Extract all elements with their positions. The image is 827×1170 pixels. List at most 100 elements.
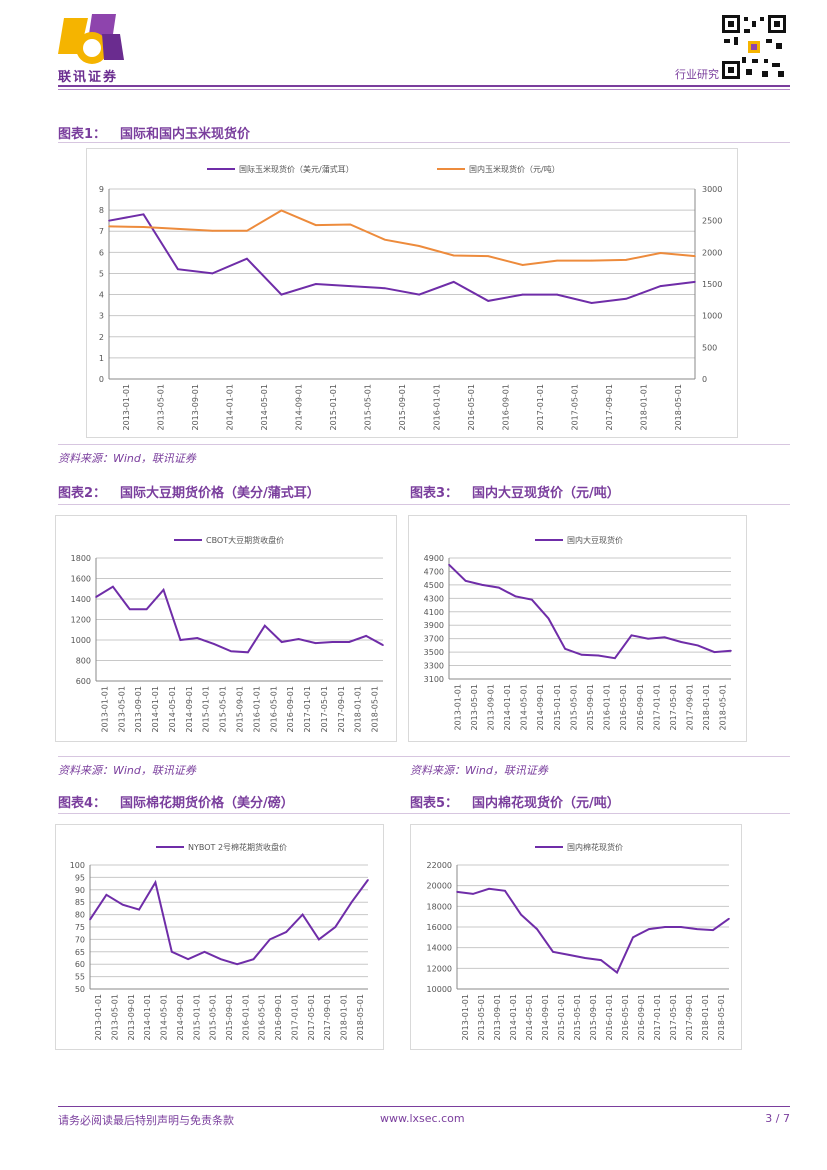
data-point [179, 639, 182, 641]
y-tick-label: 1 [99, 354, 104, 363]
y-tick-label: 9 [99, 185, 104, 194]
series-line [108, 213, 696, 305]
data-point [452, 281, 455, 283]
figure-5-title: 图表5： 国内棉花现货价（元/吨） [410, 796, 620, 811]
data-point [632, 936, 634, 939]
data-point [230, 650, 232, 653]
series-line [95, 585, 384, 654]
y-tick-label: 600 [76, 677, 91, 686]
figure-1-chart: 0 1 2 3 4 5 6 7 8 9 0 500 1000 1500 2000 2500 3000 2013-0… [86, 148, 738, 438]
data-point [301, 913, 304, 916]
x-tick-label: 2013-09-01 [493, 994, 502, 1041]
data-point [614, 657, 616, 659]
y-tick-label: 18000 [427, 902, 452, 911]
data-point [564, 647, 566, 650]
y-tick-label: 3900 [424, 621, 444, 630]
x-tick-label: 2015-09-01 [589, 994, 598, 1041]
x-tick-label: 2017-09-01 [685, 994, 694, 1041]
y-tick-label: 50 [75, 985, 85, 994]
data-point [177, 268, 179, 271]
x-tick-label: 2016-09-01 [274, 994, 283, 1041]
figure-1-rule-bottom [58, 444, 790, 445]
data-point [280, 209, 283, 212]
x-tick-label: 2016-01-01 [241, 994, 250, 1041]
data-point [616, 971, 618, 974]
figure-4-chart: 50 55 60 65 70 75 80 85 90 95 100 2013-01-01 2013-05… [55, 824, 384, 1050]
data-point [105, 893, 108, 896]
data-point [472, 893, 474, 895]
x-tick-label: 2018-05-01 [674, 384, 683, 431]
data-point [464, 580, 467, 582]
y-tick-label: 20000 [427, 882, 452, 891]
x-tick-label: 2018-05-01 [356, 994, 365, 1041]
data-point [382, 644, 384, 646]
data-point [349, 223, 352, 226]
x-tick-label: 2017-09-01 [605, 384, 614, 431]
data-point [246, 230, 248, 232]
y-tick-label: 800 [76, 657, 91, 666]
data-point [211, 230, 214, 232]
x-tick-label: 2018-01-01 [701, 994, 710, 1041]
legend-label: NYBOT 2号棉花期货收盘价 [188, 842, 287, 852]
data-point [252, 958, 255, 961]
y-tick-label: 100 [70, 861, 85, 870]
x-tick-label: 2015-05-01 [573, 994, 582, 1041]
data-point [246, 257, 248, 260]
y-tick-label: 7 [99, 227, 104, 236]
x-tick-label: 2013-05-01 [117, 686, 126, 733]
x-tick-label: 2014-09-01 [295, 384, 304, 431]
x-tick-label: 2017-09-01 [686, 684, 695, 731]
data-point [196, 637, 199, 639]
x-tick-label: 2016-09-01 [636, 684, 645, 731]
x-tick-label: 2014-09-01 [185, 686, 194, 733]
x-tick-label: 2014-05-01 [260, 384, 269, 431]
figure-2-chart: 600 800 1000 1200 1400 1600 1800 2013-01-01 2013… [55, 515, 397, 742]
x-tick-label: 2013-01-01 [122, 384, 131, 431]
header-rule [58, 85, 790, 87]
x-tick-label: 2017-05-01 [669, 684, 678, 731]
data-point [456, 891, 458, 893]
data-point [418, 245, 421, 247]
x-tick-label: 2013-01-01 [100, 686, 109, 733]
data-point [521, 293, 524, 296]
x-tick-label: 2014-05-01 [168, 686, 177, 733]
x-tick-label: 2014-09-01 [541, 994, 550, 1041]
y-tick-label: 80 [75, 911, 85, 920]
y-tick-label: 6 [99, 248, 104, 257]
y-tick-label: 55 [75, 973, 85, 982]
data-point [350, 901, 353, 903]
data-point [128, 608, 131, 611]
footer-url-link[interactable]: www.lxsec.com [380, 1112, 465, 1125]
data-point [659, 252, 662, 254]
x-tick-label: 2017-05-01 [570, 384, 579, 431]
legend-label: 国内棉花现货价 [567, 842, 623, 852]
x-tick-label: 2016-05-01 [619, 684, 628, 731]
data-point [367, 879, 369, 881]
x-tick-label: 2017-01-01 [653, 994, 662, 1041]
y-tick-label: 8 [99, 206, 104, 215]
y-tick-label: 1200 [71, 616, 91, 625]
x-tick-label: 2013-05-01 [470, 684, 479, 731]
chart-4-svg: 50 55 60 65 70 75 80 85 90 95 100 2013-01-01 2013-05… [70, 842, 369, 1041]
x-tick-label: 2018-01-01 [639, 384, 648, 431]
data-point [663, 636, 666, 639]
x-tick-label: 2016-05-01 [258, 994, 267, 1041]
x-tick-label: 2018-01-01 [339, 994, 348, 1041]
x-tick-label: 2016-09-01 [637, 994, 646, 1041]
data-point [536, 928, 538, 930]
figure-4-5-rule [58, 813, 790, 814]
x-tick-label: 2016-01-01 [603, 684, 612, 731]
y-tick-label: 4700 [424, 567, 444, 576]
x-tick-label: 2017-01-01 [652, 684, 661, 731]
y-tick-label: 10000 [427, 985, 452, 994]
data-point [556, 293, 558, 296]
data-point [481, 584, 483, 586]
data-point [713, 651, 716, 653]
data-point [315, 224, 317, 226]
chart-1-svg: 0 1 2 3 4 5 6 7 8 9 0 500 1000 1500 2000 2500 3000 2013-0… [99, 164, 722, 431]
x-tick-label: 2017-01-01 [536, 384, 545, 431]
data-point [331, 641, 334, 643]
y-tick-label: 3 [99, 312, 104, 321]
x-tick-label: 2015-09-01 [398, 384, 407, 431]
data-point [383, 238, 386, 241]
